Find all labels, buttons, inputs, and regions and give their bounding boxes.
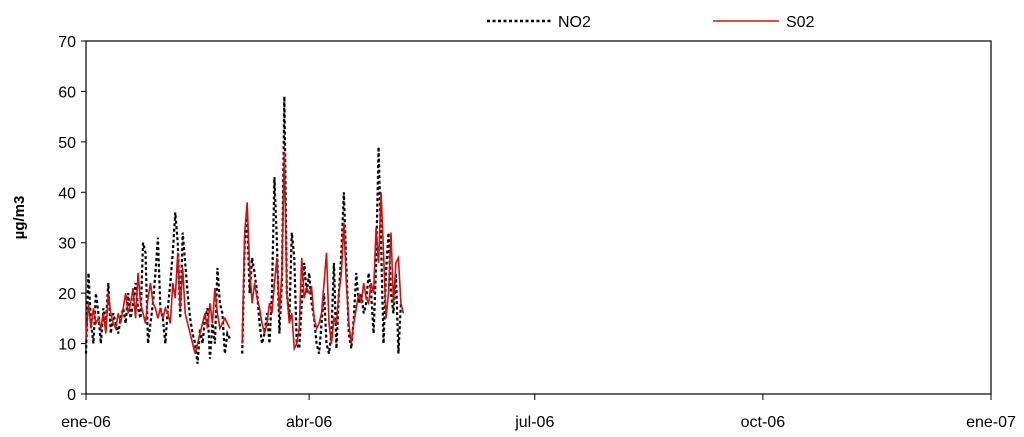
series-s02 <box>85 151 405 354</box>
x-tick-label: oct-06 <box>741 414 786 431</box>
series-line-no2 <box>241 96 402 354</box>
x-tick-label: ene-07 <box>966 414 1016 431</box>
series-line-s02 <box>85 252 231 354</box>
legend-label-no2: NO2 <box>558 14 591 31</box>
series-line-s02 <box>241 151 405 352</box>
x-axis: ene-06 abr-06 jul-06 oct-06 ene-07 <box>61 394 1016 431</box>
series-no2 <box>84 96 402 364</box>
plot-area <box>85 40 992 395</box>
x-tick-label: abr-06 <box>286 414 332 431</box>
y-tick-label: 20 <box>58 286 76 303</box>
legend-label-s02: S02 <box>786 14 815 31</box>
y-tick-label: 30 <box>58 236 76 253</box>
x-tick-label: jul-06 <box>514 414 554 431</box>
y-tick-label: 50 <box>58 135 76 152</box>
y-tick-label: 60 <box>58 84 76 101</box>
legend: NO2 S02 <box>487 14 815 31</box>
y-axis: 0 10 20 30 40 50 60 70 <box>58 34 86 404</box>
y-tick-label: 40 <box>58 185 76 202</box>
y-tick-label: 0 <box>67 387 76 404</box>
x-tick-label: ene-06 <box>61 414 111 431</box>
series-layer <box>84 96 405 364</box>
y-tick-label: 10 <box>58 337 76 354</box>
series-line-no2 <box>84 212 231 364</box>
y-axis-title: µg/m3 <box>11 196 28 240</box>
y-tick-label: 70 <box>58 34 76 51</box>
